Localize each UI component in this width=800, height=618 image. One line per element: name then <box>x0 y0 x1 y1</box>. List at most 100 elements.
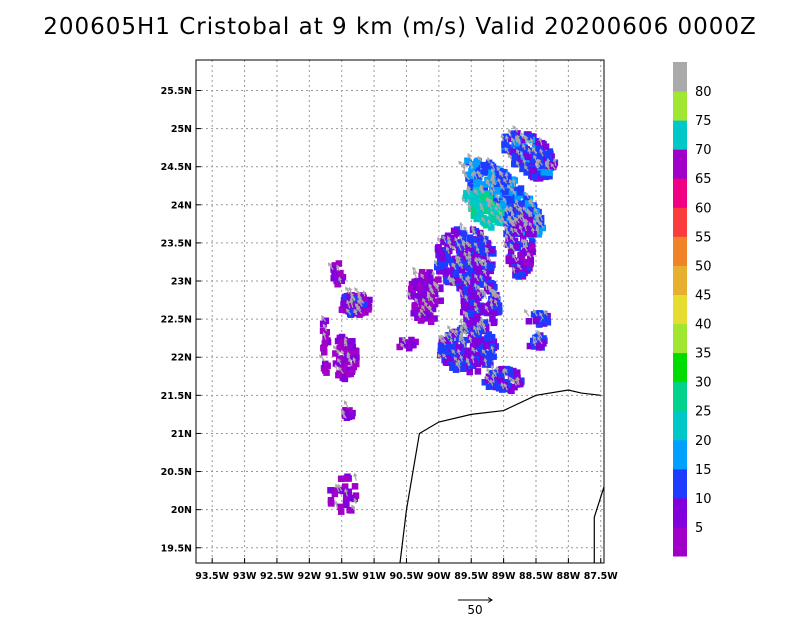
wind-vector-head <box>478 320 483 325</box>
wind-cell <box>486 164 493 172</box>
wind-vector-head <box>334 500 339 505</box>
wind-vector-head <box>513 216 518 222</box>
wind-cell <box>483 338 490 346</box>
wind-vector-head <box>473 242 478 247</box>
wind-vector-head <box>417 311 422 316</box>
wind-cell <box>460 357 467 365</box>
y-tick-label: 20N <box>171 505 192 516</box>
reference-arrow-head <box>487 597 493 603</box>
wind-vector-head <box>407 291 411 296</box>
wind-vector-head <box>503 242 508 247</box>
wind-vector-head <box>437 353 442 358</box>
wind-cell <box>512 229 519 236</box>
wind-cell <box>508 240 515 248</box>
wind-vector-head <box>465 276 469 281</box>
wind-vector-head <box>532 308 537 313</box>
wind-cell <box>513 140 520 147</box>
wind-vector-head <box>518 224 523 230</box>
wind-vector-head <box>486 256 491 261</box>
wind-vector-head <box>473 188 478 193</box>
wind-cell <box>482 191 490 198</box>
wind-cell <box>460 297 467 305</box>
wind-cell <box>489 315 496 323</box>
wind-vector <box>440 335 447 342</box>
wind-cell <box>365 306 372 313</box>
colorbar-label: 65 <box>695 172 712 187</box>
wind-vector-head <box>482 324 487 329</box>
wind-cell <box>411 302 419 309</box>
wind-cell <box>467 288 475 295</box>
colorbar-swatch <box>673 207 687 237</box>
wind-vector <box>428 306 434 314</box>
x-tick-label: 93W <box>233 571 257 582</box>
wind-cell <box>524 264 532 271</box>
wind-cell <box>530 231 537 238</box>
wind-cell <box>337 508 345 515</box>
wind-vector-head <box>337 483 342 488</box>
wind-vector-head <box>506 184 511 189</box>
wind-cell <box>471 286 479 294</box>
wind-cell <box>336 345 343 353</box>
wind-vector-head <box>537 330 541 335</box>
wind-vector-head <box>480 317 484 322</box>
wind-vector-head <box>512 253 516 259</box>
wind-cell <box>408 336 415 344</box>
wind-cell <box>432 285 439 292</box>
wind-vector-head <box>526 252 531 257</box>
wind-cell <box>492 183 499 190</box>
wind-cell <box>322 317 330 325</box>
wind-cell <box>451 363 459 370</box>
wind-vector <box>344 401 349 409</box>
wind-cell <box>343 348 350 355</box>
wind-cell <box>464 289 471 297</box>
coastline-east <box>593 486 605 563</box>
wind-vector-head <box>533 219 537 224</box>
wind-vector-head <box>467 254 472 259</box>
wind-cell <box>495 218 502 226</box>
wind-vector-head <box>456 348 461 353</box>
wind-cell <box>473 165 481 172</box>
wind-vector-head <box>338 276 342 281</box>
colorbar-label: 25 <box>695 405 712 420</box>
wind-cell <box>452 271 459 279</box>
wind-cell <box>398 337 406 344</box>
wind-vector-head <box>490 210 494 215</box>
wind-cell <box>353 360 360 368</box>
wind-cell <box>417 283 424 291</box>
wind-cell <box>469 261 477 268</box>
wind-cell <box>412 283 420 291</box>
wind-vector-head <box>491 292 496 297</box>
wind-cell <box>479 240 486 247</box>
wind-vector-head <box>463 226 467 231</box>
y-tick-label: 24N <box>171 200 192 211</box>
wind-vector-head <box>477 284 481 290</box>
wind-cell <box>343 358 351 366</box>
colorbar-label: 35 <box>695 347 712 362</box>
wind-cell <box>507 228 514 236</box>
wind-cell <box>481 247 489 254</box>
wind-vector <box>476 327 480 336</box>
wind-vector-head <box>337 358 341 363</box>
y-axis-ticks: 19.5N 20N 20.5N 21N 21.5N 22N 22.5N 23N 23.5N 24N… <box>161 86 201 554</box>
wind-vector-head <box>535 226 540 232</box>
wind-vector-head <box>485 197 490 202</box>
wind-cell <box>505 173 512 181</box>
wind-cell <box>526 342 534 350</box>
wind-vector-head <box>478 256 482 262</box>
wind-vector-head <box>457 255 461 260</box>
wind-cell <box>514 130 521 137</box>
wind-cell <box>346 292 353 299</box>
wind-cell <box>467 362 475 369</box>
wind-cell <box>472 194 480 202</box>
wind-cell <box>472 277 480 284</box>
x-tick-label: 91.5W <box>325 571 359 582</box>
colorbar-swatch <box>673 294 687 325</box>
wind-cell <box>488 201 496 208</box>
wind-cell <box>338 306 346 313</box>
wind-cell <box>467 202 475 209</box>
wind-cell <box>480 169 487 176</box>
wind-cell <box>535 171 543 179</box>
wind-vector-head <box>487 219 491 224</box>
wind-cell <box>493 188 501 195</box>
wind-vector <box>472 229 478 237</box>
